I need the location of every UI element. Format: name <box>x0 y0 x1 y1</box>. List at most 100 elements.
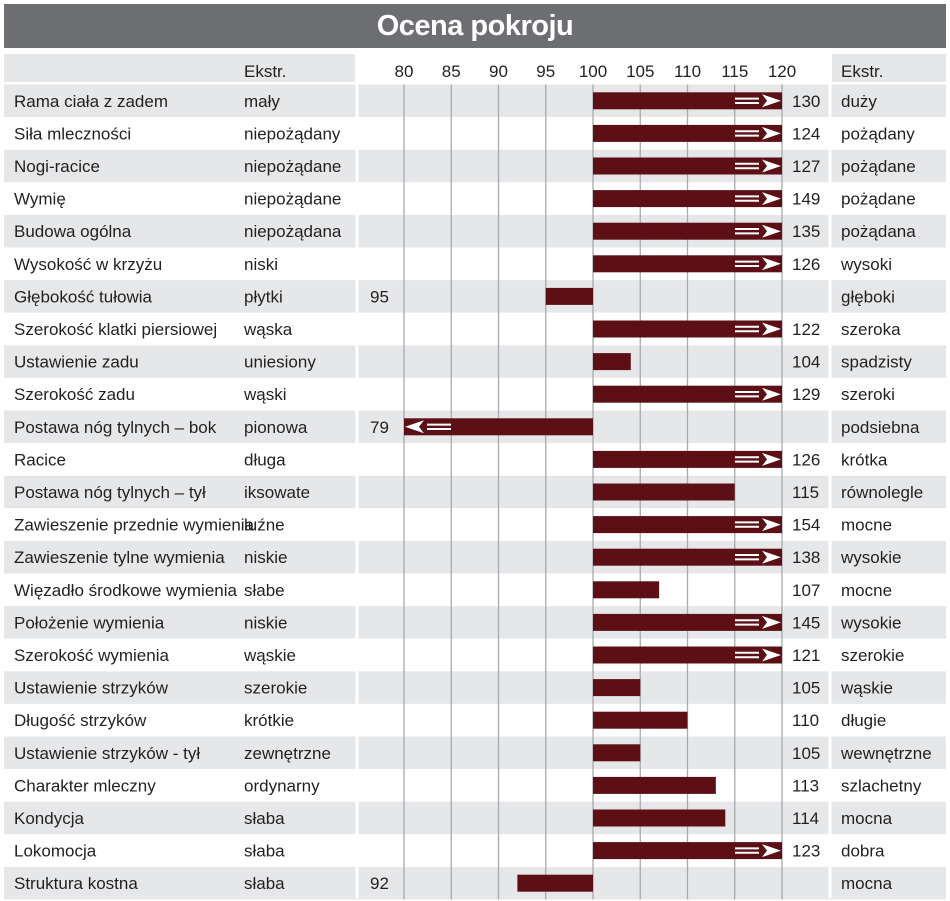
row-bg <box>4 769 946 802</box>
row-bg <box>4 736 946 770</box>
row-bg <box>4 866 946 900</box>
low-extreme-label: krótkie <box>244 711 294 730</box>
low-extreme-label: uniesiony <box>244 353 316 372</box>
low-extreme-label: luźne <box>244 516 285 535</box>
table-row: Racice długa krótka 126 <box>14 450 888 469</box>
high-extreme-label: szlachetny <box>841 776 922 795</box>
bar <box>593 450 782 468</box>
table-row: Położenie wymienia niskie wysokie 145 <box>14 613 901 632</box>
value-label: 126 <box>792 450 820 469</box>
trait-label: Wysokość w krzyżu <box>14 255 162 274</box>
x-tick-label: 85 <box>442 62 461 81</box>
row-bg <box>4 475 946 509</box>
bar <box>593 516 782 534</box>
overflow-arrow <box>762 94 781 108</box>
row-bg <box>4 84 946 118</box>
overflow-arrow <box>762 648 781 662</box>
header-right-extreme: Ekstr. <box>841 62 884 81</box>
table-row: Szerokość zadu wąski szeroki 129 <box>14 385 895 404</box>
row-bg <box>4 280 946 313</box>
high-extreme-label: podsiebna <box>841 418 920 437</box>
trait-label: Więzadło środkowe wymienia <box>14 581 238 600</box>
value-label: 127 <box>792 157 820 176</box>
rows: Rama ciała z zadem mały duży 130 Siła mleczn… <box>14 92 932 893</box>
value-label: 105 <box>792 744 820 763</box>
bar <box>593 646 782 664</box>
value-label: 129 <box>792 385 820 404</box>
value-label: 114 <box>792 809 819 828</box>
overflow-arrow <box>762 192 781 206</box>
trait-label: Racice <box>14 450 66 469</box>
high-extreme-label: równolegle <box>841 483 923 502</box>
low-extreme-label: iksowate <box>244 483 310 502</box>
row-bg <box>4 182 946 215</box>
bar <box>593 385 782 403</box>
value-label: 154 <box>792 516 820 535</box>
row-backgrounds <box>4 84 946 900</box>
high-extreme-label: szeroka <box>841 320 901 339</box>
bar <box>593 809 726 827</box>
bar <box>593 581 660 599</box>
bar <box>593 157 782 175</box>
table-row: Zawieszenie tylne wymienia niskie wysokie 1… <box>14 548 901 567</box>
bar <box>593 613 782 631</box>
value-label: 126 <box>792 255 820 274</box>
high-extreme-label: mocne <box>841 516 892 535</box>
x-tick-label: 95 <box>536 62 555 81</box>
x-tick-label: 80 <box>395 62 414 81</box>
trait-label: Zawieszenie tylne wymienia <box>14 548 225 567</box>
trait-label: Szerokość klatki piersiowej <box>14 320 217 339</box>
x-tick-label: 115 <box>721 62 748 81</box>
overflow-arrow <box>762 126 781 140</box>
value-label: 135 <box>792 222 820 241</box>
bar <box>593 744 641 762</box>
low-extreme-label: niski <box>244 255 278 274</box>
row-bg <box>4 573 946 607</box>
trait-label: Postawa nóg tylnych – tył <box>14 483 206 502</box>
row-bg <box>4 834 946 867</box>
table-row: Wysokość w krzyżu niski wysoki 126 <box>14 255 892 274</box>
table-row: Postawa nóg tylnych – tył iksowate równole… <box>14 483 923 502</box>
table-row: Charakter mleczny ordynarny szlachetny 113 <box>14 776 922 795</box>
trait-label: Struktura kostna <box>14 874 138 893</box>
x-tick-label: 90 <box>489 62 508 81</box>
high-extreme-label: dobra <box>841 842 885 861</box>
bar <box>593 124 782 142</box>
overflow-arrow <box>762 844 781 858</box>
value-label: 149 <box>792 190 820 209</box>
high-extreme-label: mocna <box>841 809 893 828</box>
bar <box>517 874 593 892</box>
high-extreme-label: duży <box>841 92 877 111</box>
overflow-arrow <box>762 257 781 271</box>
value-label: 122 <box>792 320 820 339</box>
trait-label: Ustawienie strzyków - tył <box>14 744 200 763</box>
x-tick-label: 100 <box>579 62 607 81</box>
trait-label: Długość strzyków <box>14 711 147 730</box>
high-extreme-label: wysoki <box>840 255 892 274</box>
low-extreme-label: słaba <box>244 874 285 893</box>
table-row: Kondycja słaba mocna 114 <box>14 809 893 828</box>
high-extreme-label: mocne <box>841 581 892 600</box>
bar <box>593 842 782 860</box>
table-row: Rama ciała z zadem mały duży 130 <box>14 92 877 111</box>
table-row: Ustawienie strzyków szerokie wąskie 105 <box>14 679 893 698</box>
table-row: Lokomocja słaba dobra 123 <box>14 842 885 861</box>
low-extreme-label: wąska <box>243 320 293 339</box>
overflow-arrow <box>762 224 781 238</box>
low-extreme-label: niskie <box>244 613 287 632</box>
x-tick-label: 110 <box>674 62 701 81</box>
value-label: 79 <box>370 418 389 437</box>
x-tick-label: 120 <box>768 62 796 81</box>
bar <box>593 548 782 566</box>
trait-label: Rama ciała z zadem <box>14 92 168 111</box>
table-row: Ustawienie zadu uniesiony spadzisty 104 <box>14 353 912 372</box>
overflow-arrow <box>762 387 781 401</box>
header-left-extreme: Ekstr. <box>244 62 287 81</box>
trait-label: Lokomocja <box>14 842 97 861</box>
bar <box>593 483 735 501</box>
trait-label: Szerokość zadu <box>14 385 135 404</box>
bar <box>593 222 782 240</box>
value-label: 138 <box>792 548 820 567</box>
row-bg <box>4 801 946 835</box>
title-bar: Ocena pokroju <box>4 4 946 48</box>
